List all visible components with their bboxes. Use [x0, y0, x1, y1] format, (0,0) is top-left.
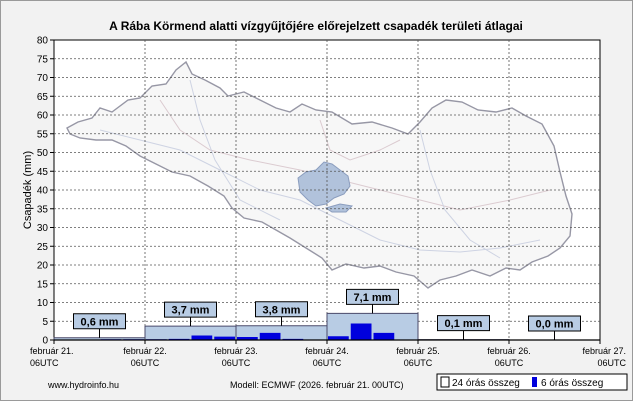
legend-six-hour-swatch: [532, 377, 537, 387]
basin-map: [66, 60, 573, 289]
chart-title: A Rába Körmend alatti vízgyűjtőjére előr…: [109, 19, 523, 33]
lake-balaton: [297, 161, 351, 207]
y-tick-label: 65: [37, 92, 49, 103]
daily-total-label: 0,6 mm: [81, 316, 119, 328]
daily-total-label: 3,8 mm: [263, 304, 301, 316]
six-hour-bar: [373, 332, 395, 340]
six-hour-bar: [328, 336, 349, 340]
y-tick-label: 70: [37, 73, 49, 84]
x-tick-label-date: február 26.: [487, 346, 531, 356]
legend: 24 órás összeg 6 órás összeg: [436, 373, 628, 391]
daily-label-box: [164, 301, 217, 318]
daily-label-box: [255, 301, 308, 318]
y-tick-label: 0: [42, 336, 48, 347]
six-hour-bar: [237, 337, 258, 340]
x-tick-label-date: február 24.: [305, 346, 349, 356]
y-tick-label: 50: [37, 148, 49, 159]
y-tick-label: 20: [37, 261, 49, 272]
website-link[interactable]: www.hydroinfo.hu: [47, 380, 119, 390]
legend-six-hour-label: 6 órás összeg: [541, 378, 603, 389]
y-tick-label: 10: [37, 298, 49, 309]
x-tick-label-date: február 23.: [214, 346, 258, 356]
x-tick-label-date: február 21.: [30, 346, 74, 356]
grid-layer: [54, 40, 600, 340]
x-tick-label-time: 06UTC: [495, 358, 524, 368]
daily-labels-layer: 0,6 mm 3,7 mm 3,8 mm 7,1 mm 0,1 mm 0,0 mm: [73, 288, 581, 340]
y-tick-label: 75: [37, 54, 49, 65]
legend-daily-swatch: [440, 376, 450, 388]
daily-total-label: 3,7 mm: [172, 305, 210, 317]
six-hour-bar: [350, 323, 372, 340]
model-info: Modell: ECMWF (2026. február 21. 00UTC): [230, 380, 404, 390]
x-tick-label-time: 06UTC: [404, 358, 433, 368]
y-tick-label: 25: [37, 242, 49, 253]
daily-label-box: [346, 288, 399, 305]
daily-label-box: [73, 313, 126, 330]
x-tick-label-time: 06UTC: [597, 358, 626, 368]
y-axis-label: Csapadék (mm): [22, 151, 34, 229]
y-tick-label: 45: [37, 167, 49, 178]
x-tick-label-time: 06UTC: [313, 358, 342, 368]
six-hour-bar: [214, 336, 235, 340]
y-axis: 0 5 10 15 20 25 30 35 40 45 50 55 60 65 70 75 80: [37, 36, 54, 347]
legend-daily-label: 24 órás összeg: [452, 378, 520, 389]
y-tick-label: 5: [42, 317, 48, 328]
daily-label-box: [437, 315, 490, 332]
daily-totals-layer: [53, 312, 510, 341]
y-tick-label: 55: [37, 129, 49, 140]
y-tick-label: 35: [37, 204, 49, 215]
y-tick-label: 40: [37, 186, 49, 197]
y-tick-label: 80: [37, 36, 49, 47]
daily-total-label: 0,1 mm: [445, 318, 483, 330]
basin-inner-line-3: [189, 79, 281, 221]
small-lake: [324, 203, 354, 213]
daily-total-label: 7,1 mm: [354, 292, 392, 304]
daily-total-label: 0,0 mm: [536, 319, 574, 331]
x-tick-label-date: február 22.: [123, 346, 167, 356]
y-tick-label: 15: [37, 279, 49, 290]
x-tick-label-date: február 25.: [396, 346, 440, 356]
y-tick-label: 30: [37, 223, 49, 234]
x-tick-label-date: február 27.: [582, 346, 626, 356]
six-hour-bar: [191, 335, 213, 340]
y-tick-label: 60: [37, 111, 49, 122]
daily-total-bar: [326, 312, 419, 341]
daily-label-box: [528, 315, 581, 332]
basin-inner-line-1: [99, 129, 541, 253]
x-axis: február 21. 06UTC február 22. 06UTC február …: [30, 339, 626, 368]
x-tick-label-time: 06UTC: [30, 358, 59, 368]
six-hour-bar: [259, 332, 281, 340]
x-tick-label-time: 06UTC: [222, 358, 251, 368]
x-tick-label-time: 06UTC: [131, 358, 160, 368]
